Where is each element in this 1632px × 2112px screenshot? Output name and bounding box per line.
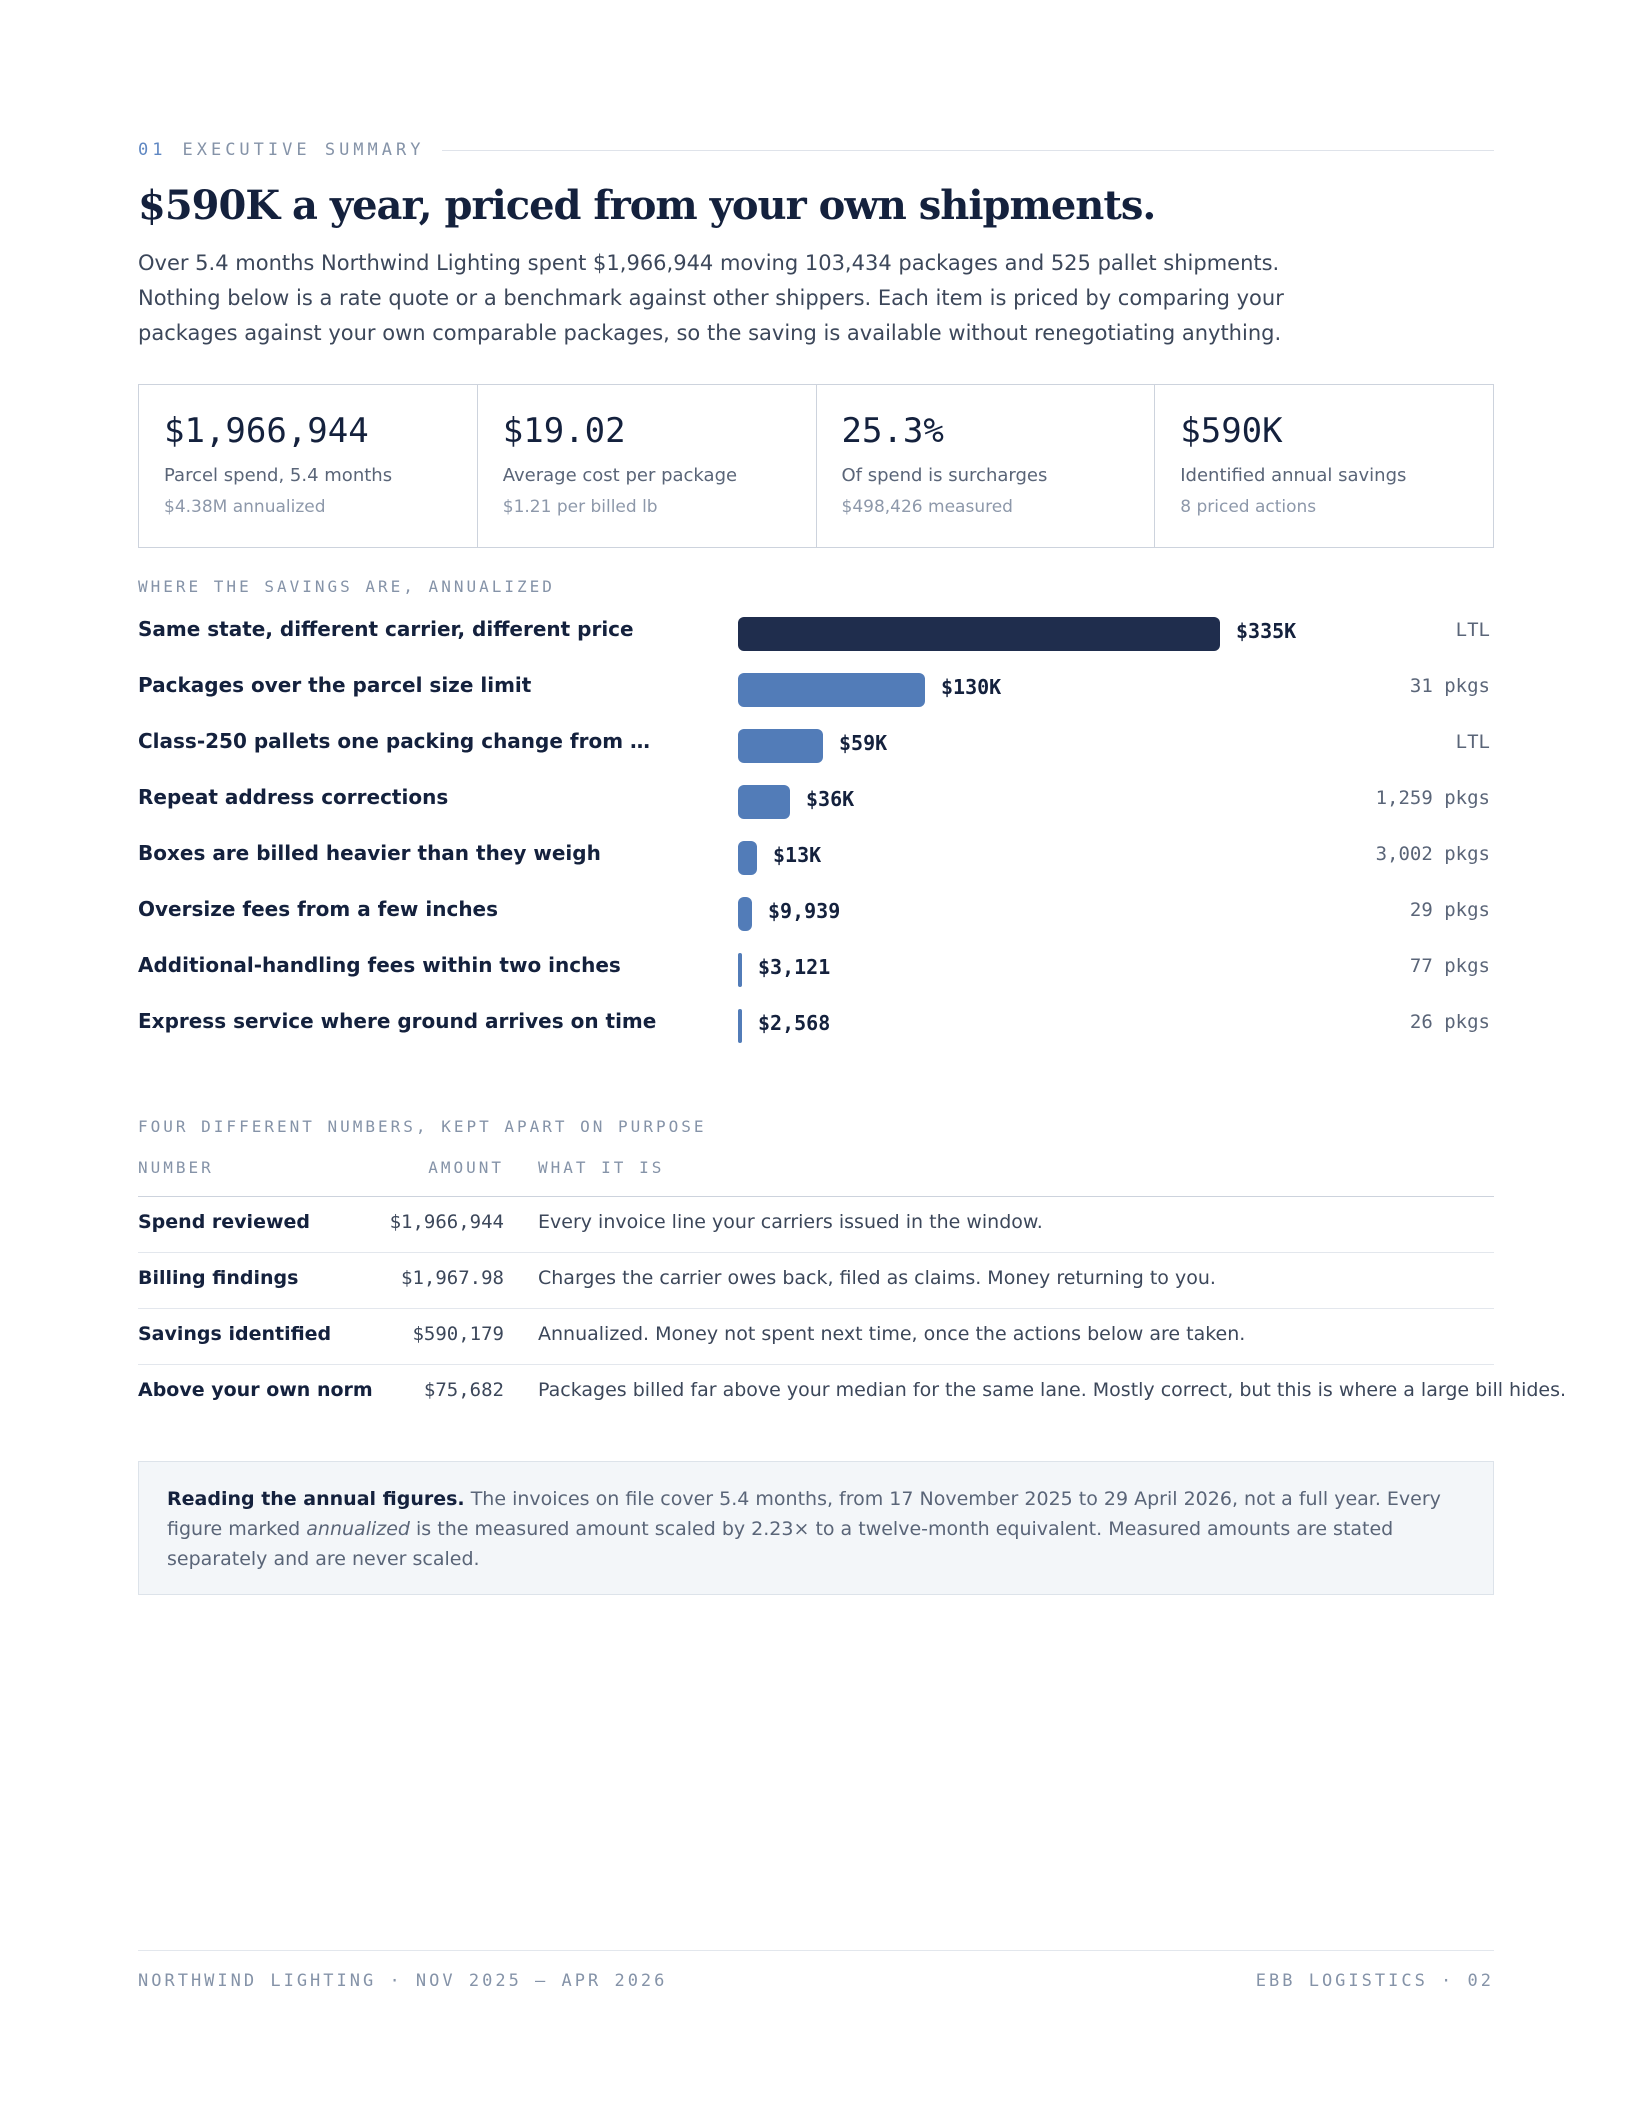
lede-line: Nothing below is a rate quote or a bench… (138, 286, 1284, 310)
kpi-value: $1,966,944 (164, 411, 369, 451)
savings-row: Boxes are billed heavier than they weigh… (138, 827, 1494, 883)
lede-paragraph: Over 5.4 months Northwind Lighting spent… (138, 246, 1298, 351)
kpi-sub: $1.21 per billed lb (502, 497, 658, 517)
savings-unit-label: LTL (1455, 731, 1490, 753)
header-number: NUMBER (138, 1158, 214, 1177)
kpi-card: 25.3% Of spend is surcharges $498,426 me… (817, 385, 1156, 547)
savings-value-label: $3,121 (758, 955, 831, 979)
savings-row: Packages over the parcel size limit $130K… (138, 659, 1494, 715)
kpi-card: $590K Identified annual savings 8 priced… (1155, 385, 1493, 547)
savings-category: Boxes are billed heavier than they weigh (138, 841, 601, 865)
kpi-label: Of spend is surcharges (841, 465, 1048, 486)
savings-bar (738, 897, 752, 931)
kpi-value: $590K (1180, 411, 1283, 451)
lede-line: packages against your own comparable pac… (138, 321, 1282, 345)
savings-unit-label: 26 pkgs (1409, 1011, 1490, 1033)
kpi-card: $19.02 Average cost per package $1.21 pe… (478, 385, 817, 547)
row-what: Annualized. Money not spent next time, o… (538, 1323, 1246, 1345)
savings-value-label: $335K (1236, 619, 1297, 643)
savings-value-label: $59K (839, 731, 888, 755)
savings-bar (738, 841, 757, 875)
lede-line: Over 5.4 months Northwind Lighting spent… (138, 251, 1280, 275)
eyebrow-rule (442, 149, 1494, 151)
table-row: Savings identified $590,179 Annualized. … (138, 1308, 1494, 1365)
savings-value-label: $9,939 (768, 899, 841, 923)
row-number: Billing findings (138, 1267, 299, 1289)
savings-unit-label: 1,259 pkgs (1375, 787, 1490, 809)
savings-bar (738, 617, 1220, 651)
footer-left: NORTHWIND LIGHTING · NOV 2025 – APR 2026 (138, 1971, 668, 1991)
savings-row: Repeat address corrections $36K 1,259 pkgs (138, 771, 1494, 827)
kpi-label: Identified annual savings (1180, 465, 1407, 486)
table-row: Billing findings $1,967.98 Charges the c… (138, 1252, 1494, 1309)
kpi-label: Average cost per package (502, 465, 738, 486)
savings-bar (738, 785, 790, 819)
savings-bar (738, 953, 742, 987)
savings-category: Same state, different carrier, different… (138, 617, 634, 641)
row-amount: $1,967.98 (401, 1267, 504, 1289)
savings-unit-label: LTL (1455, 619, 1490, 641)
numbers-table-header: NUMBER AMOUNT WHAT IT IS (138, 1158, 1494, 1197)
page-headline: $590K a year, priced from your own shipm… (138, 182, 1156, 229)
savings-value-label: $130K (941, 675, 1002, 699)
header-amount: AMOUNT (428, 1158, 504, 1177)
kpi-value: 25.3% (841, 411, 944, 451)
savings-row: Oversize fees from a few inches $9,939 29 … (138, 883, 1494, 939)
savings-unit-label: 29 pkgs (1409, 899, 1490, 921)
row-amount: $590,179 (412, 1323, 504, 1345)
savings-bar (738, 1009, 742, 1043)
section-eyebrow: 01 EXECUTIVE SUMMARY (138, 138, 1494, 162)
section-title: EXECUTIVE SUMMARY (182, 140, 425, 160)
footer-right: EBB LOGISTICS · 02 (1255, 1971, 1494, 1991)
table-row: Above your own norm $75,682 Packages bil… (138, 1364, 1566, 1420)
row-amount: $1,966,944 (389, 1211, 504, 1233)
savings-value-label: $2,568 (758, 1011, 831, 1035)
savings-value-label: $13K (773, 843, 822, 867)
savings-section-label: WHERE THE SAVINGS ARE, ANNUALIZED (138, 577, 555, 596)
savings-unit-label: 31 pkgs (1409, 675, 1490, 697)
savings-bar (738, 673, 925, 707)
table-row: Spend reviewed $1,966,944 Every invoice … (138, 1196, 1494, 1253)
row-number: Savings identified (138, 1323, 332, 1345)
header-what: WHAT IT IS (538, 1158, 665, 1177)
savings-unit-label: 77 pkgs (1409, 955, 1490, 977)
kpi-sub: 8 priced actions (1180, 497, 1317, 517)
note-emphasis: annualized (306, 1518, 410, 1540)
row-what: Packages billed far above your median fo… (538, 1379, 1567, 1401)
section-number: 01 (138, 140, 167, 160)
kpi-card: $1,966,944 Parcel spend, 5.4 months $4.3… (139, 385, 478, 547)
savings-category: Repeat address corrections (138, 785, 449, 809)
row-number: Spend reviewed (138, 1211, 310, 1233)
note-text: The invoices on file cover 5.4 months, f… (167, 1488, 1441, 1540)
savings-category: Oversize fees from a few inches (138, 897, 499, 921)
note-lead: Reading the annual figures. (167, 1488, 465, 1510)
savings-value-label: $36K (806, 787, 855, 811)
row-amount: $75,682 (423, 1379, 504, 1401)
numbers-section-label: FOUR DIFFERENT NUMBERS, KEPT APART ON PU… (138, 1117, 707, 1136)
note-text: is the measured amount scaled by 2.23× t… (167, 1518, 1394, 1570)
row-number: Above your own norm (138, 1379, 373, 1401)
kpi-sub: $4.38M annualized (164, 497, 326, 517)
savings-row: Express service where ground arrives on … (138, 995, 1494, 1051)
annualization-note: Reading the annual figures. The invoices… (138, 1461, 1494, 1595)
savings-bar (738, 729, 823, 763)
savings-category: Packages over the parcel size limit (138, 673, 532, 697)
kpi-label: Parcel spend, 5.4 months (164, 465, 393, 486)
savings-row: Same state, different carrier, different… (138, 603, 1494, 659)
savings-category: Additional-handling fees within two inch… (138, 953, 621, 977)
kpi-value: $19.02 (502, 411, 626, 451)
savings-unit-label: 3,002 pkgs (1375, 843, 1490, 865)
savings-category: Class-250 pallets one packing change fro… (138, 729, 658, 753)
row-what: Charges the carrier owes back, filed as … (538, 1267, 1216, 1289)
kpi-sub: $498,426 measured (841, 497, 1013, 517)
page-footer: NORTHWIND LIGHTING · NOV 2025 – APR 2026… (138, 1950, 1494, 1991)
savings-row: Additional-handling fees within two inch… (138, 939, 1494, 995)
savings-category: Express service where ground arrives on … (138, 1009, 657, 1033)
savings-row: Class-250 pallets one packing change fro… (138, 715, 1494, 771)
kpi-strip: $1,966,944 Parcel spend, 5.4 months $4.3… (138, 384, 1494, 548)
row-what: Every invoice line your carriers issued … (538, 1211, 1043, 1233)
